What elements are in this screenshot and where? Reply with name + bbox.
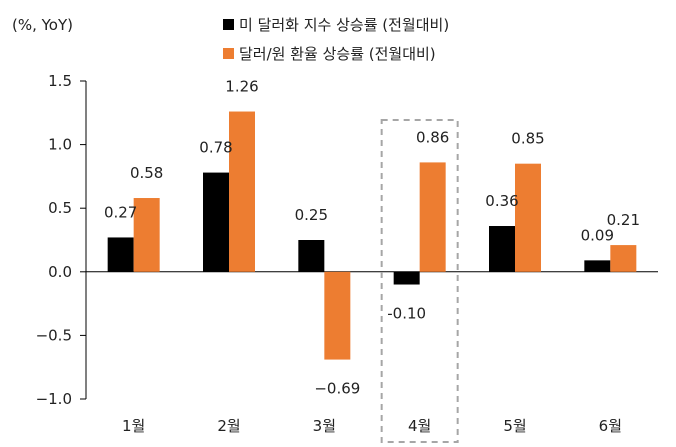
y-unit-label: (%, YoY) — [12, 16, 73, 34]
y-tick-label: 1.5 — [48, 72, 72, 90]
data-label: 0.36 — [485, 192, 518, 210]
legend-label: 달러/원 환율 상승률 (전월대비) — [239, 45, 436, 63]
x-tick-label: 4월 — [408, 417, 431, 435]
bar-usdkrw — [133, 198, 160, 272]
value-labels: 0.27 0.58 0.78 1.26 0.25 −0.69 -0.10 0.86 0.36 0.… — [104, 78, 640, 398]
data-label: 0.86 — [416, 128, 449, 146]
legend-label: 미 달러화 지수 상승률 (전월대비) — [239, 16, 449, 34]
y-tick-label: −1.0 — [36, 390, 72, 408]
x-axis-labels: 1월 2월 3월 4월 5월 6월 — [122, 417, 622, 435]
bar-usdkrw — [229, 111, 255, 272]
axes: 1.5 1.0 0.5 0.0 −0.5 −1.0 — [36, 72, 658, 408]
bar-usdkrw — [610, 245, 637, 272]
legend-swatch — [223, 48, 234, 59]
y-tick-label: −0.5 — [36, 326, 72, 344]
data-label: -0.10 — [387, 305, 426, 323]
data-label: 0.85 — [511, 130, 544, 148]
data-label: −0.69 — [314, 380, 360, 398]
x-tick-label: 6월 — [599, 417, 622, 435]
bar-usdkrw — [515, 163, 541, 272]
x-tick-label: 5월 — [503, 417, 526, 435]
legend-swatch — [223, 19, 234, 30]
bar-usd-index — [203, 172, 229, 272]
y-tick-label: 0.5 — [48, 199, 72, 217]
data-label: 0.25 — [295, 206, 328, 224]
y-tick-label: 0.0 — [48, 263, 72, 281]
data-label: 0.21 — [607, 211, 640, 229]
bar-usd-index — [393, 271, 420, 285]
highlight-rect — [380, 119, 459, 443]
data-label: 0.78 — [199, 139, 232, 157]
highlight-box — [380, 119, 459, 443]
bar-usd-index — [107, 237, 134, 272]
bar-usdkrw — [419, 162, 446, 272]
legend: 미 달러화 지수 상승률 (전월대비) 달러/원 환율 상승률 (전월대비) — [223, 16, 449, 63]
data-label: 0.58 — [130, 164, 163, 182]
bar-usd-index — [584, 260, 611, 272]
bar-usd-index — [298, 240, 325, 272]
x-tick-label: 3월 — [313, 417, 336, 435]
bar-usdkrw — [324, 271, 351, 360]
bars — [107, 111, 637, 360]
data-label: 0.09 — [581, 226, 614, 244]
bar-usd-index — [489, 226, 515, 272]
x-tick-label: 1월 — [122, 417, 145, 435]
data-label: 0.27 — [104, 203, 137, 221]
x-tick-label: 2월 — [217, 417, 240, 435]
y-tick-label: 1.0 — [48, 136, 72, 154]
data-label: 1.26 — [225, 78, 258, 96]
